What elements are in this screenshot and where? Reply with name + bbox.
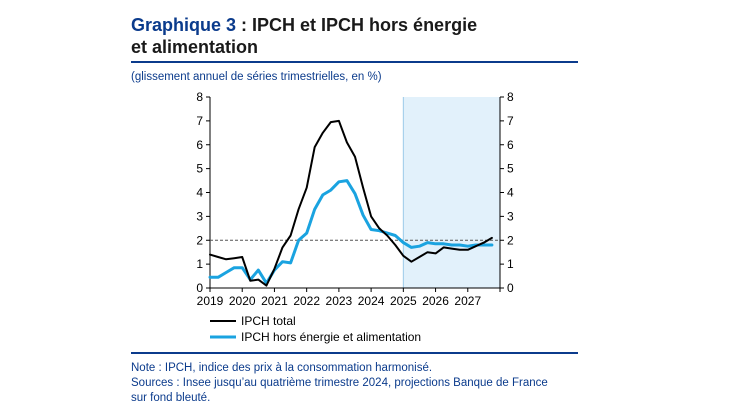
y-tick-label-right: 0 <box>507 281 514 295</box>
y-tick-label-left: 8 <box>196 90 203 104</box>
chart-title: Graphique 3 : IPCH et IPCH hors énergie … <box>131 14 591 58</box>
series-line-ipch-total <box>209 119 493 287</box>
y-tick-label-left: 4 <box>196 186 203 200</box>
y-tick-label-left: 5 <box>196 162 203 176</box>
x-tick-label: 2027 <box>454 294 481 308</box>
legend-label: IPCH hors énergie et alimentation <box>241 330 421 344</box>
chart: 0 0 1 1 2 2 3 3 4 4 5 5 6 6 7 7 8 8 2019 2020 2021 2022 2023 20… <box>196 90 514 344</box>
y-tick-label-right: 1 <box>507 257 514 271</box>
x-tick-label: 2021 <box>261 294 288 308</box>
x-tick-label: 2020 <box>229 294 256 308</box>
chart-number: Graphique 3 <box>131 15 237 35</box>
y-tick-label-left: 2 <box>196 233 203 247</box>
y-tick-label-left: 7 <box>196 114 203 128</box>
y-tick-label-right: 8 <box>507 90 514 104</box>
legend-label: IPCH total <box>241 314 296 328</box>
y-tick-label-right: 6 <box>507 138 514 152</box>
x-tick-label: 2024 <box>358 294 385 308</box>
x-tick-label: 2025 <box>390 294 417 308</box>
projection-shade <box>403 97 500 288</box>
notes: Note : IPCH, indice des prix à la consom… <box>131 361 591 406</box>
y-tick-label-right: 3 <box>507 209 514 223</box>
series-line-ipch-core <box>208 179 494 285</box>
title-line-2: et alimentation <box>131 37 259 57</box>
note-text: Note : IPCH, indice des prix à la consom… <box>131 362 433 374</box>
y-tick-label-left: 0 <box>196 281 203 295</box>
y-tick-label-right: 5 <box>507 162 514 176</box>
title-line-1: IPCH et IPCH hors énergie <box>252 15 478 35</box>
notes-rule <box>131 352 578 354</box>
y-tick-label-left: 1 <box>196 257 203 271</box>
y-tick-label-right: 7 <box>507 114 514 128</box>
x-tick-label: 2019 <box>197 294 224 308</box>
y-tick-label-left: 6 <box>196 138 203 152</box>
x-tick-label: 2023 <box>326 294 353 308</box>
sources-line-1: Sources : Insee jusqu’au quatrième trime… <box>131 377 548 389</box>
sources-line-2: sur fond bleuté. <box>131 392 211 404</box>
chart-subtitle: (glissement annuel de séries trimestriel… <box>131 71 382 83</box>
x-tick-label: 2026 <box>422 294 449 308</box>
title-rule <box>131 61 578 63</box>
title-separator: : <box>236 15 253 35</box>
y-tick-label-right: 2 <box>507 233 514 247</box>
y-tick-label-left: 3 <box>196 209 203 223</box>
y-tick-label-right: 4 <box>507 186 514 200</box>
x-tick-label: 2022 <box>293 294 320 308</box>
